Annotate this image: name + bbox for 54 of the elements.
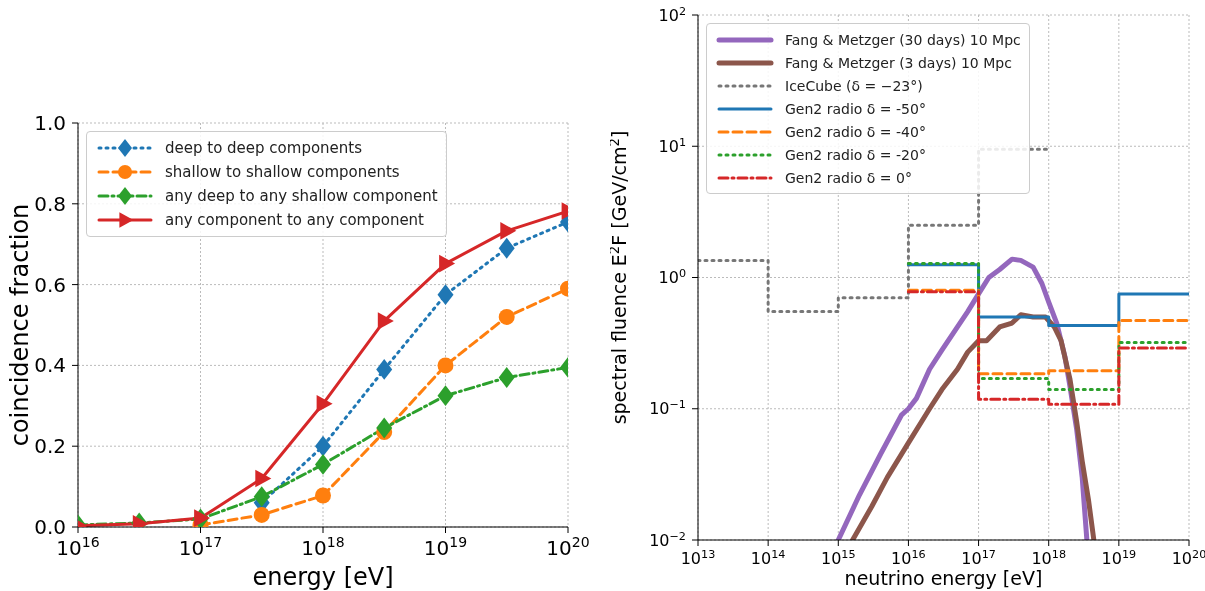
y-tick-label: 10$^{−1}$	[649, 397, 686, 419]
x-tick-label: 10$^{18}$	[1031, 547, 1067, 568]
point	[498, 237, 515, 259]
x-tick-label: 10$^{19}$	[423, 534, 468, 560]
point	[498, 308, 515, 325]
x-tick-label: 10$^{13}$	[680, 547, 716, 568]
point	[439, 254, 456, 273]
x-axis-title: neutrino energy [eV]	[844, 567, 1043, 589]
point	[376, 359, 393, 380]
x-tick-label: 10$^{18}$	[301, 534, 345, 560]
x-tick-label: 10$^{16}$	[891, 547, 926, 568]
y-tick-label: 10$^{2}$	[658, 4, 686, 25]
x-tick-label: 10$^{20}$	[546, 534, 590, 560]
point	[498, 367, 515, 388]
y-tick-label: 10$^{1}$	[658, 135, 686, 156]
legend-label: any component to any component	[165, 211, 424, 229]
legend-label: Fang & Metzger (30 days) 10 Mpc	[785, 31, 1021, 48]
legend-label: Gen2 radio δ = -20°	[785, 146, 926, 163]
y-tick-label: 0.8	[34, 191, 66, 216]
point	[255, 469, 272, 488]
point	[437, 357, 454, 374]
point	[437, 385, 454, 407]
legend-label: shallow to shallow components	[165, 163, 400, 181]
point	[437, 284, 454, 306]
y-tick-label: 0.4	[34, 353, 66, 378]
point	[253, 506, 270, 523]
legend-label: Fang & Metzger (3 days) 10 Mpc	[785, 54, 1012, 71]
x-tick-label: 10$^{17}$	[961, 547, 996, 568]
legend-label: deep to deep components	[165, 139, 363, 157]
legend-label: Gen2 radio δ = -50°	[785, 100, 926, 117]
x-tick-label: 10$^{17}$	[178, 534, 223, 560]
y-tick-label: 10$^{−2}$	[649, 529, 686, 550]
point	[500, 222, 517, 240]
y-tick-label: 10$^{0}$	[658, 266, 686, 288]
y-tick-label: 0.6	[34, 272, 66, 297]
x-tick-label: 10$^{19}$	[1101, 547, 1137, 568]
point	[315, 487, 331, 504]
y-tick-label: 1.0	[34, 111, 66, 135]
point	[315, 435, 331, 457]
point	[253, 486, 270, 508]
legend-label: any deep to any shallow component	[165, 187, 438, 205]
x-tick-label: 10$^{20}$	[1171, 547, 1205, 568]
legend-label: IceCube (δ = −23°)	[785, 77, 923, 94]
x-tick-label: 10$^{14}$	[750, 547, 786, 568]
legend-label: Gen2 radio δ = 0°	[785, 169, 912, 186]
point	[315, 453, 331, 475]
y-axis-title: coincidence fraction	[6, 203, 35, 447]
legend-label: Gen2 radio δ = -40°	[785, 123, 926, 140]
x-axis-title: energy [eV]	[252, 563, 394, 591]
y-tick-label: 0.2	[34, 434, 66, 459]
x-tick-label: 10$^{15}$	[820, 547, 856, 568]
point	[377, 312, 394, 330]
point	[316, 394, 333, 413]
point	[376, 417, 393, 439]
